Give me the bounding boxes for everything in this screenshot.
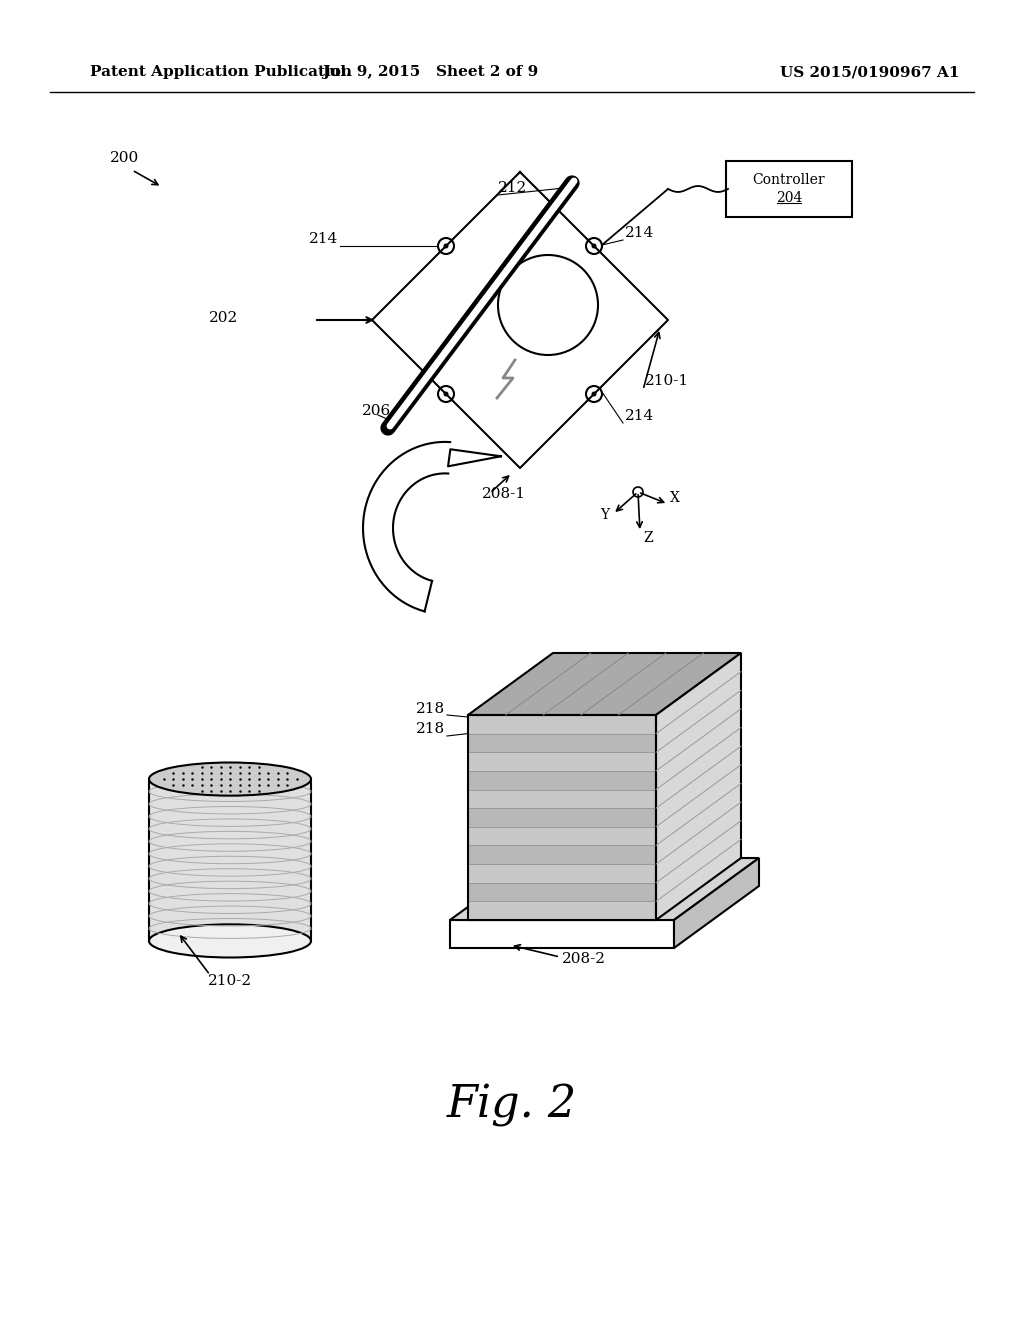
- Polygon shape: [656, 653, 741, 920]
- Polygon shape: [674, 858, 759, 948]
- Text: 214: 214: [625, 226, 654, 240]
- Text: X: X: [670, 491, 680, 506]
- FancyBboxPatch shape: [726, 161, 852, 216]
- Text: 218: 218: [416, 722, 445, 737]
- Polygon shape: [468, 883, 656, 902]
- Polygon shape: [468, 653, 741, 715]
- Text: 210-2: 210-2: [208, 974, 252, 987]
- Polygon shape: [468, 734, 656, 752]
- Text: 214: 214: [309, 232, 338, 246]
- Text: Jul. 9, 2015   Sheet 2 of 9: Jul. 9, 2015 Sheet 2 of 9: [322, 65, 539, 79]
- Circle shape: [592, 392, 597, 396]
- Polygon shape: [362, 442, 451, 611]
- Polygon shape: [449, 449, 501, 466]
- Polygon shape: [468, 865, 656, 883]
- Text: 216: 216: [672, 779, 701, 793]
- Circle shape: [592, 243, 597, 248]
- Circle shape: [443, 392, 449, 396]
- Polygon shape: [468, 808, 656, 826]
- Circle shape: [443, 243, 449, 248]
- Text: 220: 220: [672, 702, 701, 715]
- Text: 206: 206: [362, 404, 391, 418]
- Polygon shape: [468, 715, 656, 734]
- Text: 214: 214: [625, 409, 654, 422]
- Text: 204: 204: [776, 191, 802, 205]
- Text: Y: Y: [600, 508, 609, 521]
- Ellipse shape: [150, 763, 311, 796]
- Polygon shape: [450, 920, 674, 948]
- Polygon shape: [468, 771, 656, 789]
- Text: 202: 202: [209, 312, 238, 325]
- Polygon shape: [468, 902, 656, 920]
- Text: Z: Z: [643, 531, 652, 545]
- Text: 218: 218: [416, 702, 445, 715]
- Ellipse shape: [150, 924, 311, 957]
- Text: Patent Application Publication: Patent Application Publication: [90, 65, 352, 79]
- Polygon shape: [468, 752, 656, 771]
- Text: Fig. 2: Fig. 2: [446, 1084, 578, 1126]
- Polygon shape: [468, 826, 656, 845]
- Polygon shape: [468, 845, 656, 865]
- Text: US 2015/0190967 A1: US 2015/0190967 A1: [780, 65, 959, 79]
- Polygon shape: [150, 779, 311, 941]
- Polygon shape: [468, 789, 656, 808]
- Text: Controller: Controller: [753, 173, 825, 187]
- Polygon shape: [450, 858, 759, 920]
- Text: 216: 216: [672, 809, 701, 822]
- Text: 200: 200: [110, 150, 139, 165]
- Text: 210-1: 210-1: [645, 374, 689, 388]
- Text: 208-1: 208-1: [482, 487, 526, 502]
- Text: 212: 212: [498, 181, 527, 195]
- Text: 208-2: 208-2: [562, 952, 606, 966]
